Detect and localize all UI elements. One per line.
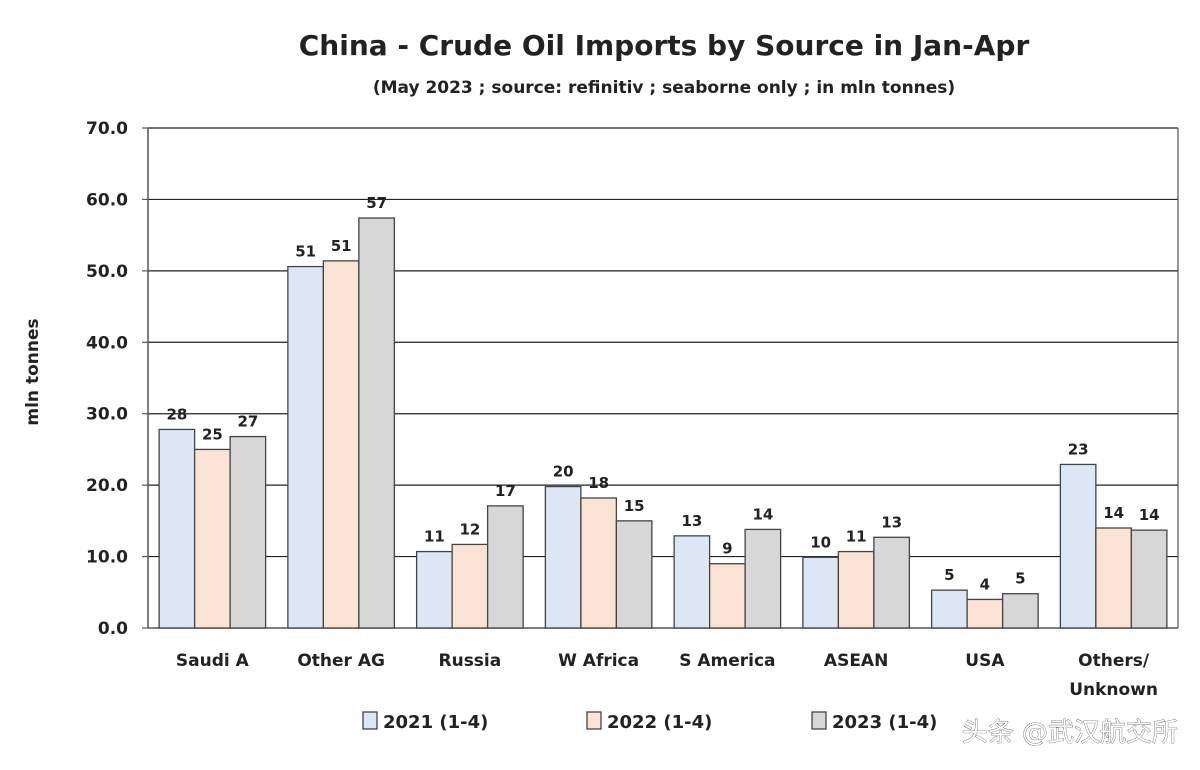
data-label: 13 [881, 513, 902, 531]
bar-3-3 [486, 505, 524, 629]
bar-2-1 [193, 448, 231, 629]
bar-3-7 [1001, 593, 1039, 629]
chart-title: China - Crude Oil Imports by Source in J… [299, 29, 1030, 62]
data-label: 23 [1068, 440, 1089, 458]
bar-2-7 [966, 598, 1004, 629]
y-tick-label: 40.0 [86, 333, 128, 353]
x-tick-label: Other AG [297, 651, 385, 671]
bar-1-4 [544, 485, 582, 629]
legend-swatch [811, 711, 827, 730]
data-label: 15 [624, 497, 645, 515]
bar-3-5 [744, 528, 782, 629]
y-tick-label: 0.0 [98, 619, 128, 639]
bar-2-5 [708, 563, 746, 629]
data-label: 25 [202, 425, 223, 443]
data-label: 20 [553, 463, 574, 481]
bar-2-4 [580, 497, 618, 629]
x-tick-label: W Africa [558, 651, 639, 671]
data-label: 5 [1015, 570, 1025, 588]
bar-3-2 [358, 217, 396, 629]
data-label: 11 [846, 528, 867, 546]
legend-swatch [362, 711, 378, 730]
x-tick-label: Russia [439, 651, 502, 671]
data-label: 27 [237, 413, 258, 431]
bar-1-2 [287, 265, 325, 629]
bar-3-1 [229, 435, 267, 629]
x-tick-label: USA [965, 651, 1005, 671]
data-label: 18 [588, 474, 609, 492]
y-axis-label: mln tonnes [23, 318, 43, 425]
chart-subtitle: (May 2023 ; source: refinitiv ; seaborne… [373, 78, 955, 98]
data-label: 51 [331, 237, 352, 255]
x-axis-ticks: Saudi A Other AG Russia W Africa S America AS… [176, 651, 1158, 700]
bar-1-8 [1059, 463, 1097, 629]
data-label: 4 [980, 575, 990, 593]
data-label: 11 [424, 528, 445, 546]
legend-swatch [586, 711, 602, 730]
data-label: 57 [366, 194, 387, 212]
bar-3-8 [1130, 529, 1168, 629]
y-axis-ticks: 0.0 10.0 20.0 30.0 40.0 50.0 60.0 70.0 [86, 119, 128, 639]
bar-1-3 [415, 550, 453, 629]
y-tick-label: 50.0 [86, 262, 128, 282]
legend-label: 2021 (1-4) [383, 712, 488, 733]
bar-2-8 [1095, 527, 1133, 629]
data-label: 17 [495, 482, 516, 500]
bar-1-5 [673, 535, 711, 629]
bar-3-6 [873, 536, 911, 629]
y-tick-label: 70.0 [86, 119, 128, 139]
y-tick-label: 60.0 [86, 190, 128, 210]
data-label: 9 [722, 540, 732, 558]
bars [158, 217, 1168, 629]
y-tick-label: 30.0 [86, 405, 128, 425]
data-label: 5 [944, 566, 954, 584]
legend-label: 2023 (1-4) [832, 712, 937, 733]
data-label: 14 [1139, 506, 1160, 524]
legend: 2021 (1-4) 2022 (1-4) 2023 (1-4) [362, 711, 937, 733]
x-tick-label: S America [679, 651, 775, 671]
x-tick-label: ASEAN [824, 651, 888, 671]
bar-1-7 [930, 589, 968, 629]
bar-1-6 [802, 556, 840, 629]
data-label: 28 [166, 405, 187, 423]
data-label: 14 [752, 505, 773, 523]
data-labels: 28 25 27 51 51 57 11 12 17 20 18 15 13 9 14 10 11 13 5 4 5 23… [166, 194, 1159, 593]
x-tick-label: Saudi A [176, 651, 250, 671]
bar-2-6 [837, 550, 875, 629]
y-tick-label: 20.0 [86, 476, 128, 496]
data-label: 51 [295, 243, 316, 261]
data-label: 14 [1103, 504, 1124, 522]
data-label: 10 [810, 533, 831, 551]
data-label: 13 [681, 512, 702, 530]
data-label: 12 [459, 520, 480, 538]
x-tick-label: Others/Unknown [1069, 651, 1158, 700]
bar-3-4 [615, 520, 653, 629]
y-tick-label: 10.0 [86, 548, 128, 568]
legend-label: 2022 (1-4) [607, 712, 712, 733]
bar-2-2 [322, 260, 360, 629]
bar-1-1 [158, 428, 196, 629]
bar-2-3 [451, 543, 489, 629]
watermark: 头条 @武汉航交所 [962, 718, 1178, 748]
